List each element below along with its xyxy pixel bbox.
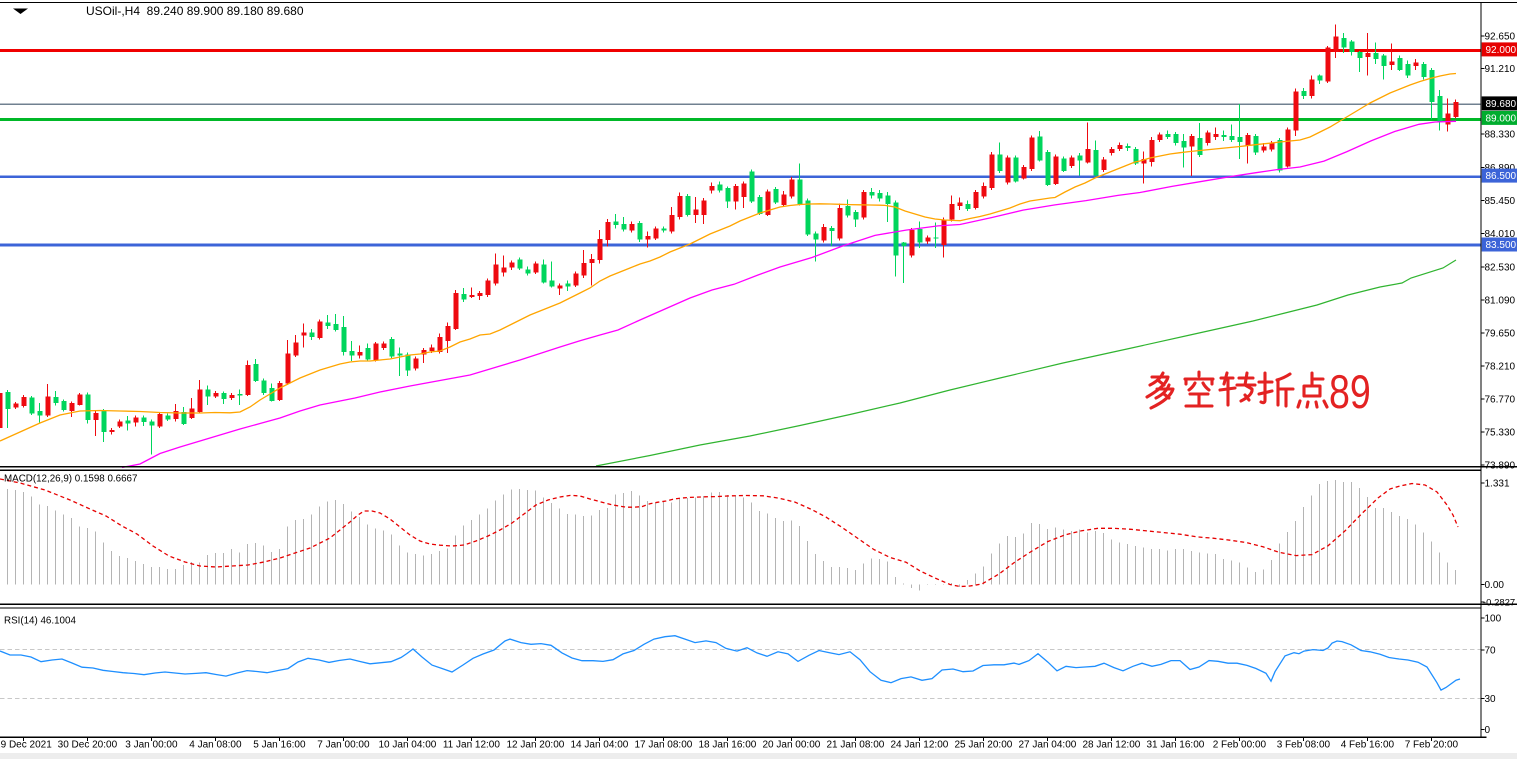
svg-text:89.000: 89.000 bbox=[1486, 113, 1517, 124]
svg-text:89: 89 bbox=[1329, 366, 1371, 419]
svg-text:70: 70 bbox=[1485, 646, 1497, 657]
svg-text:79.650: 79.650 bbox=[1485, 329, 1516, 340]
svg-text:89.680: 89.680 bbox=[1486, 99, 1517, 110]
svg-text:27 Jan 04:00: 27 Jan 04:00 bbox=[1018, 740, 1076, 751]
svg-text:76.770: 76.770 bbox=[1485, 394, 1516, 405]
svg-text:100: 100 bbox=[1485, 614, 1502, 625]
svg-text:78.210: 78.210 bbox=[1485, 362, 1516, 373]
svg-text:4 Feb 16:00: 4 Feb 16:00 bbox=[1341, 740, 1395, 751]
svg-text:73.890: 73.890 bbox=[1485, 460, 1516, 471]
svg-text:83.500: 83.500 bbox=[1486, 240, 1517, 251]
svg-text:3 Jan 00:00: 3 Jan 00:00 bbox=[125, 740, 178, 751]
svg-text:0.00: 0.00 bbox=[1485, 580, 1505, 591]
svg-text:5 Jan 16:00: 5 Jan 16:00 bbox=[253, 740, 306, 751]
svg-text:88.330: 88.330 bbox=[1485, 130, 1516, 141]
svg-text:92.000: 92.000 bbox=[1486, 45, 1517, 56]
svg-text:4 Jan 08:00: 4 Jan 08:00 bbox=[189, 740, 242, 751]
svg-text:7 Feb 20:00: 7 Feb 20:00 bbox=[1405, 740, 1459, 751]
svg-text:20 Jan 00:00: 20 Jan 00:00 bbox=[762, 740, 820, 751]
svg-text:USOil-,H4 89.240 89.900 89.18: USOil-,H4 89.240 89.900 89.180 89.680 bbox=[86, 4, 304, 18]
svg-text:82.530: 82.530 bbox=[1485, 263, 1516, 274]
svg-text:86.500: 86.500 bbox=[1486, 171, 1517, 182]
svg-text:29 Dec 2021: 29 Dec 2021 bbox=[0, 740, 52, 751]
svg-text:3 Feb 08:00: 3 Feb 08:00 bbox=[1277, 740, 1331, 751]
svg-text:86.890: 86.890 bbox=[1485, 163, 1516, 174]
svg-text:75.330: 75.330 bbox=[1485, 427, 1516, 438]
svg-text:MACD(12,26,9) 0.1598 0.6667: MACD(12,26,9) 0.1598 0.6667 bbox=[4, 474, 137, 485]
svg-text:30: 30 bbox=[1485, 694, 1497, 705]
svg-text:24 Jan 12:00: 24 Jan 12:00 bbox=[890, 740, 948, 751]
svg-text:17 Jan 08:00: 17 Jan 08:00 bbox=[634, 740, 692, 751]
svg-text:12 Jan 20:00: 12 Jan 20:00 bbox=[506, 740, 564, 751]
svg-text:81.090: 81.090 bbox=[1485, 296, 1516, 307]
svg-text:91.210: 91.210 bbox=[1485, 64, 1516, 75]
svg-text:28 Jan 12:00: 28 Jan 12:00 bbox=[1082, 740, 1140, 751]
svg-text:-0.2827: -0.2827 bbox=[1483, 598, 1515, 609]
svg-text:30 Dec 20:00: 30 Dec 20:00 bbox=[58, 740, 118, 751]
svg-text:0: 0 bbox=[1485, 725, 1491, 736]
svg-text:85.450: 85.450 bbox=[1485, 196, 1516, 207]
svg-text:21 Jan 08:00: 21 Jan 08:00 bbox=[826, 740, 884, 751]
svg-text:10 Jan 04:00: 10 Jan 04:00 bbox=[378, 740, 436, 751]
svg-text:7 Jan 00:00: 7 Jan 00:00 bbox=[317, 740, 370, 751]
svg-text:11 Jan 12:00: 11 Jan 12:00 bbox=[443, 740, 501, 751]
svg-text:RSI(14) 46.1004: RSI(14) 46.1004 bbox=[4, 616, 76, 627]
svg-text:2 Feb 00:00: 2 Feb 00:00 bbox=[1213, 740, 1267, 751]
svg-text:84.010: 84.010 bbox=[1485, 229, 1516, 240]
svg-text:31 Jan 16:00: 31 Jan 16:00 bbox=[1146, 740, 1204, 751]
svg-text:25 Jan 20:00: 25 Jan 20:00 bbox=[954, 740, 1012, 751]
svg-text:14 Jan 04:00: 14 Jan 04:00 bbox=[570, 740, 628, 751]
svg-text:1.331: 1.331 bbox=[1485, 479, 1510, 490]
svg-text:92.650: 92.650 bbox=[1485, 32, 1516, 43]
svg-text:18 Jan 16:00: 18 Jan 16:00 bbox=[698, 740, 756, 751]
